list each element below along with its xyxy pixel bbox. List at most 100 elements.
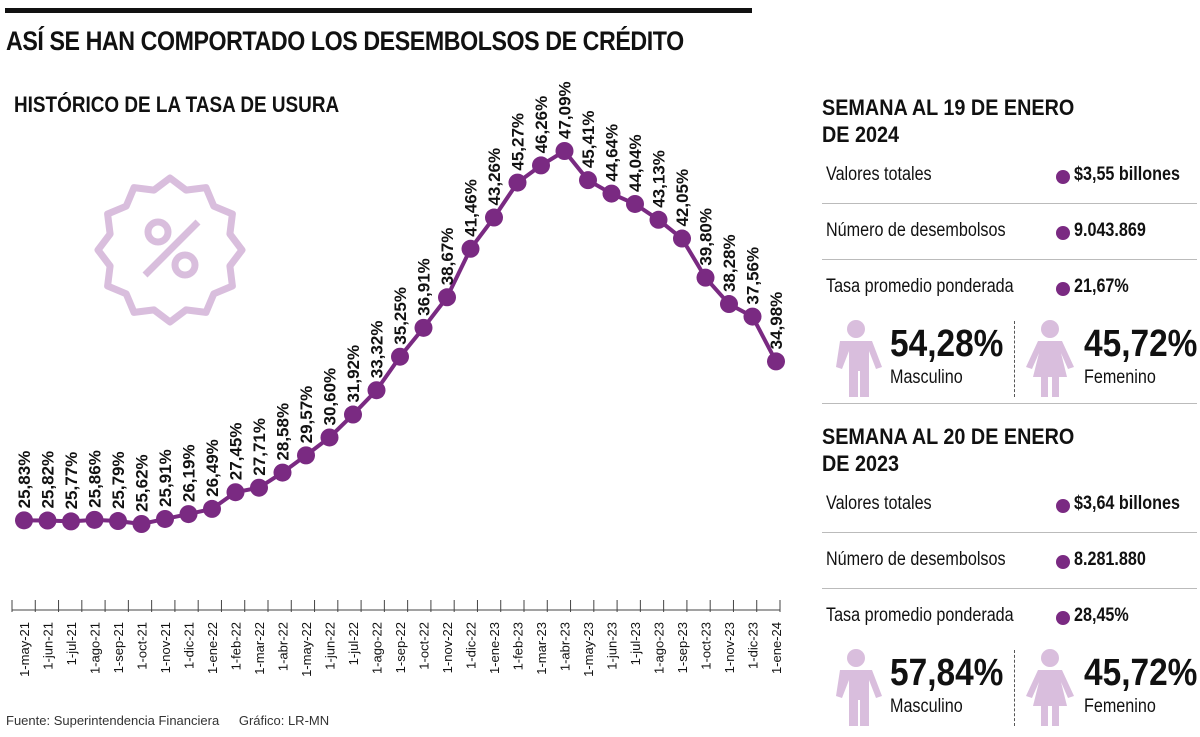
male-percent: 54,28%: [890, 323, 1004, 365]
data-label: 31,92%: [344, 345, 363, 403]
row-total-values: Valores totales $3,55 billones: [822, 148, 1197, 204]
row-label: Número de desembolsos: [826, 549, 1006, 570]
data-label: 25,77%: [62, 452, 81, 510]
bullet-icon: [1056, 170, 1070, 184]
row-label: Valores totales: [826, 493, 932, 514]
x-tick-label: 1-sep-21: [111, 622, 126, 673]
x-tick-label: 1-dic-23: [746, 622, 761, 669]
data-point: [461, 239, 480, 258]
divider: [1014, 321, 1015, 397]
data-label: 25,83%: [15, 451, 34, 509]
data-label: 42,05%: [673, 169, 692, 227]
data-point: [132, 515, 151, 533]
x-tick-label: 1-sep-22: [393, 622, 408, 673]
male-percent: 57,84%: [890, 652, 1004, 694]
male-figure-icon: [836, 320, 882, 397]
data-point: [414, 318, 433, 337]
data-point: [438, 288, 456, 307]
row-label: Tasa promedio ponderada: [826, 605, 1014, 626]
x-tick-label: 1-sep-23: [675, 622, 690, 673]
data-point: [203, 499, 221, 518]
data-label: 28,58%: [274, 403, 293, 461]
female-label: Femenino: [1084, 696, 1156, 717]
x-tick-label: 1-abr-22: [276, 622, 291, 671]
data-point: [85, 510, 104, 529]
data-label: 26,19%: [180, 444, 199, 502]
data-point: [38, 511, 57, 530]
x-tick-label: 1-ene-22: [205, 622, 220, 674]
x-tick-label: 1-dic-22: [464, 622, 479, 669]
data-label: 35,25%: [391, 287, 410, 345]
row-value: 9.043.869: [1074, 220, 1146, 241]
data-point: [344, 405, 362, 424]
x-tick-label: 1-oct-22: [417, 622, 432, 670]
x-tick-label: 1-mar-23: [534, 622, 549, 675]
data-label: 33,32%: [368, 321, 387, 379]
data-point: [579, 171, 597, 190]
bullet-icon: [1056, 611, 1070, 625]
x-tick-label: 1-may-22: [299, 622, 314, 677]
data-label: 25,62%: [133, 454, 152, 512]
data-label: 38,67%: [438, 228, 457, 286]
data-point: [555, 142, 574, 160]
data-label: 25,79%: [109, 451, 128, 509]
data-point: [673, 229, 691, 248]
data-point: [532, 156, 550, 175]
x-tick-label: 1-feb-22: [229, 622, 244, 670]
x-tick-label: 1-jul-23: [628, 622, 643, 665]
male-figure-icon: [836, 649, 882, 726]
panel-heading: SEMANA AL 19 DE ENERO DE 2024: [822, 95, 1075, 147]
x-tick-label: 1-nov-23: [722, 622, 737, 673]
x-tick-label: 1-nov-21: [158, 622, 173, 673]
bullet-icon: [1056, 282, 1070, 296]
male-label: Masculino: [890, 367, 963, 388]
data-point: [226, 483, 245, 502]
data-label: 45,27%: [509, 113, 528, 171]
data-point: [367, 381, 386, 400]
x-tick-label: 1-dic-21: [182, 622, 197, 669]
data-point: [485, 208, 503, 227]
x-tick-label: 1-jun-22: [323, 622, 338, 670]
data-label: 46,26%: [532, 96, 551, 154]
x-axis: 1-may-21 1-jun-21 1-jul-21 1-ago-21 1-sep-21…: [11, 600, 784, 677]
gender-split: 57,84% Masculino 45,72% Femenino: [822, 644, 1197, 732]
row-value: 8.281.880: [1074, 549, 1146, 570]
data-label: 37,56%: [744, 247, 763, 305]
x-tick-label: 1-ago-23: [652, 622, 667, 674]
data-point: [649, 210, 668, 229]
x-tick-label: 1-may-21: [17, 622, 32, 677]
row-label: Tasa promedio ponderada: [826, 276, 1014, 297]
data-label: 44,64%: [603, 124, 622, 182]
bullet-icon: [1056, 226, 1070, 240]
female-label: Femenino: [1084, 367, 1156, 388]
x-tick-label: 1-oct-23: [699, 622, 714, 670]
page-title: ASÍ SE HAN COMPORTADO LOS DESEMBOLSOS DE…: [6, 26, 684, 56]
data-label: 29,57%: [297, 386, 316, 444]
data-point: [179, 505, 198, 524]
data-label: 47,09%: [556, 81, 575, 139]
row-label: Valores totales: [826, 164, 932, 185]
data-point: [743, 307, 762, 326]
credit-text: Gráfico: LR-MN: [238, 713, 330, 728]
data-label: 30,60%: [321, 368, 340, 426]
row-disbursements: Número de desembolsos 8.281.880: [822, 533, 1197, 589]
data-label: 27,45%: [227, 423, 246, 481]
data-label: 25,91%: [156, 449, 175, 507]
x-tick-label: 1-ene-24: [769, 622, 784, 674]
x-tick-label: 1-jun-21: [41, 622, 56, 670]
data-label: 43,26%: [485, 148, 504, 206]
x-tick-label: 1-ago-22: [370, 622, 385, 674]
data-label: 36,91%: [415, 258, 434, 316]
female-percent: 45,72%: [1084, 652, 1198, 694]
data-point: [391, 347, 409, 366]
percent-badge-icon: [94, 174, 246, 326]
x-tick-label: 1-jul-22: [346, 622, 361, 665]
footer: Fuente: Superintendencia Financiera Gráf…: [6, 713, 345, 728]
row-value: $3,64 billones: [1074, 493, 1180, 514]
source-text: Fuente: Superintendencia Financiera: [6, 713, 220, 728]
data-point: [15, 511, 33, 530]
data-label: 34,98%: [767, 292, 786, 350]
panel-heading: SEMANA AL 20 DE ENERO DE 2023: [822, 424, 1075, 476]
data-point: [109, 512, 127, 531]
panel-2023: SEMANA AL 20 DE ENERO DE 2023 Valores to…: [822, 423, 1197, 732]
